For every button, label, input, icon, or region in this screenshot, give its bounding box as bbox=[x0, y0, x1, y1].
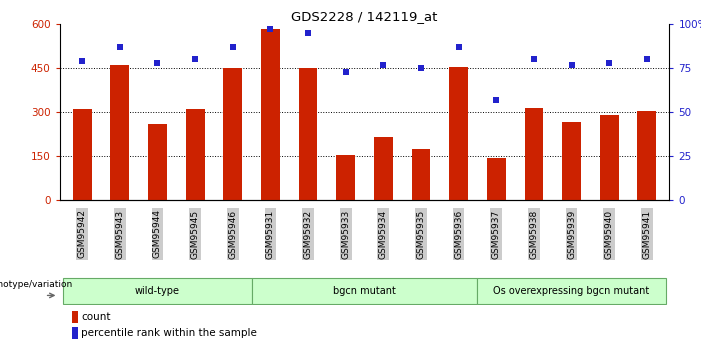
Point bbox=[529, 57, 540, 62]
Bar bbox=[299, 68, 318, 200]
Point bbox=[152, 60, 163, 66]
Bar bbox=[261, 29, 280, 200]
Text: GSM95941: GSM95941 bbox=[642, 209, 651, 258]
Bar bbox=[148, 124, 167, 200]
Point bbox=[189, 57, 200, 62]
Point bbox=[265, 27, 276, 32]
Title: GDS2228 / 142119_at: GDS2228 / 142119_at bbox=[292, 10, 437, 23]
Point bbox=[340, 69, 351, 75]
Text: Os overexpressing bgcn mutant: Os overexpressing bgcn mutant bbox=[494, 286, 650, 296]
Text: GSM95938: GSM95938 bbox=[529, 209, 538, 259]
Text: GSM95943: GSM95943 bbox=[116, 209, 124, 258]
Bar bbox=[72, 310, 79, 323]
Point bbox=[378, 62, 389, 67]
Text: wild-type: wild-type bbox=[135, 286, 180, 296]
Bar bbox=[449, 67, 468, 200]
Text: GSM95937: GSM95937 bbox=[492, 209, 501, 259]
Text: percentile rank within the sample: percentile rank within the sample bbox=[81, 328, 257, 338]
Text: genotype/variation: genotype/variation bbox=[0, 279, 73, 289]
Point bbox=[604, 60, 615, 66]
Text: GSM95934: GSM95934 bbox=[379, 209, 388, 258]
Text: GSM95946: GSM95946 bbox=[229, 209, 237, 258]
Bar bbox=[111, 65, 129, 200]
Text: GSM95939: GSM95939 bbox=[567, 209, 576, 259]
Text: GSM95942: GSM95942 bbox=[78, 209, 87, 258]
Text: GSM95944: GSM95944 bbox=[153, 209, 162, 258]
Bar bbox=[600, 115, 618, 200]
Bar bbox=[411, 149, 430, 200]
Bar bbox=[252, 278, 477, 304]
Bar bbox=[73, 109, 92, 200]
Text: bgcn mutant: bgcn mutant bbox=[333, 286, 396, 296]
Point bbox=[114, 44, 125, 50]
Text: GSM95935: GSM95935 bbox=[416, 209, 426, 259]
Bar bbox=[374, 137, 393, 200]
Point bbox=[227, 44, 238, 50]
Bar bbox=[224, 68, 242, 200]
Bar bbox=[477, 278, 666, 304]
Bar bbox=[63, 278, 252, 304]
Point bbox=[302, 30, 313, 36]
Point bbox=[76, 58, 88, 64]
Point bbox=[453, 44, 464, 50]
Bar bbox=[72, 327, 79, 339]
Point bbox=[491, 97, 502, 102]
Bar bbox=[336, 155, 355, 200]
Bar bbox=[562, 122, 581, 200]
Text: GSM95933: GSM95933 bbox=[341, 209, 350, 259]
Bar bbox=[637, 111, 656, 200]
Text: GSM95931: GSM95931 bbox=[266, 209, 275, 259]
Bar bbox=[487, 158, 505, 200]
Text: GSM95932: GSM95932 bbox=[304, 209, 313, 258]
Bar bbox=[186, 109, 205, 200]
Text: count: count bbox=[81, 312, 111, 322]
Text: GSM95940: GSM95940 bbox=[605, 209, 613, 258]
Point bbox=[566, 62, 577, 67]
Point bbox=[641, 57, 653, 62]
Text: GSM95936: GSM95936 bbox=[454, 209, 463, 259]
Point bbox=[416, 66, 427, 71]
Bar bbox=[524, 108, 543, 200]
Text: GSM95945: GSM95945 bbox=[191, 209, 200, 258]
